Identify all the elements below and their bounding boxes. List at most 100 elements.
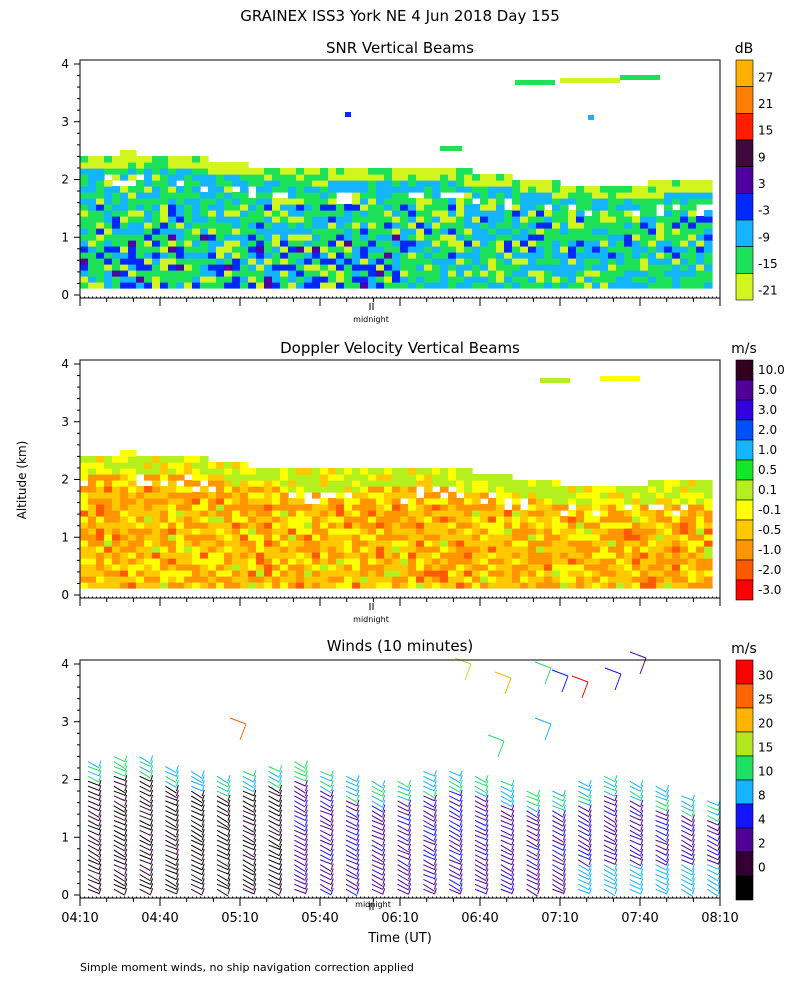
wind-barb-flag xyxy=(175,878,179,885)
wind-barb xyxy=(113,878,126,887)
data-cell xyxy=(672,564,681,571)
wind-barb-flag xyxy=(485,878,489,885)
data-cell xyxy=(368,210,377,217)
data-cell xyxy=(440,234,449,241)
wind-barb xyxy=(190,790,203,799)
wind-barb-flag xyxy=(124,775,128,782)
data-cell xyxy=(248,270,257,277)
data-cell xyxy=(536,564,545,571)
data-cell xyxy=(656,492,665,499)
data-cell xyxy=(128,480,137,487)
wind-barb xyxy=(371,810,384,818)
data-cell xyxy=(176,246,185,253)
wind-barb-flag xyxy=(304,794,308,802)
data-cell xyxy=(688,492,697,499)
data-cell xyxy=(648,252,657,259)
data-cell xyxy=(496,234,505,241)
data-cell xyxy=(160,180,169,187)
data-cell xyxy=(152,540,161,547)
data-cell xyxy=(520,564,529,571)
data-cell xyxy=(600,222,609,229)
data-cell xyxy=(400,264,409,271)
wind-barb xyxy=(139,775,151,782)
wind-barb xyxy=(707,805,719,811)
data-cell xyxy=(456,276,465,283)
wind-barb xyxy=(371,820,383,826)
data-cell xyxy=(704,210,713,217)
data-cell xyxy=(680,204,689,211)
colorbar-swatch xyxy=(735,139,754,167)
data-cell xyxy=(248,528,257,535)
wind-barb-flag xyxy=(175,853,179,861)
data-cell xyxy=(472,186,481,193)
wind-barb-flag xyxy=(175,888,179,895)
data-cell xyxy=(664,282,673,289)
wind-barb-flag xyxy=(433,834,437,841)
data-cell xyxy=(144,564,153,571)
data-cell xyxy=(168,462,177,469)
data-cell xyxy=(480,564,489,571)
wind-barb-flag xyxy=(588,843,592,851)
data-cell xyxy=(232,564,241,571)
wind-barb-flag xyxy=(304,838,308,846)
wind-barb-flag xyxy=(614,888,618,895)
data-cell xyxy=(224,192,233,199)
wind-barb-flag xyxy=(279,789,283,797)
y-tick-label: 3 xyxy=(61,415,69,429)
wind-barb xyxy=(190,839,203,846)
data-cell xyxy=(224,180,233,187)
data-cell xyxy=(264,198,273,205)
wind-barb xyxy=(474,824,487,832)
data-cell xyxy=(144,240,153,247)
data-cell xyxy=(184,234,193,241)
wind-barb-flag xyxy=(330,784,334,792)
wind-barb xyxy=(423,878,435,886)
wind-barb-flag xyxy=(330,829,334,836)
data-cell xyxy=(440,270,449,277)
wind-barb-flag xyxy=(150,794,154,802)
wind-barb xyxy=(603,829,616,836)
wind-barb xyxy=(423,864,435,871)
data-cell xyxy=(216,462,225,469)
data-cell xyxy=(136,546,145,553)
data-cell xyxy=(488,528,497,535)
data-cell xyxy=(224,582,233,589)
data-cell xyxy=(240,522,249,529)
data-cell xyxy=(144,474,153,481)
data-cell xyxy=(672,186,681,193)
data-cell xyxy=(152,198,161,205)
data-cell xyxy=(312,204,321,211)
wind-barb-flag xyxy=(504,677,512,695)
data-cell xyxy=(344,552,353,559)
data-cell xyxy=(648,552,657,559)
data-cell xyxy=(528,198,537,205)
data-cell xyxy=(128,168,137,175)
data-cell xyxy=(400,252,409,259)
data-cell xyxy=(200,222,209,229)
data-cell xyxy=(480,276,489,283)
wind-barb-flag xyxy=(356,848,360,856)
wind-barb-flag xyxy=(253,770,257,777)
winds-panel-title: Winds (10 minutes) xyxy=(327,637,474,655)
data-cell xyxy=(536,480,545,487)
data-cell xyxy=(432,198,441,205)
wind-barb-flag xyxy=(227,863,231,870)
data-cell xyxy=(296,558,305,565)
colorbar-swatch xyxy=(735,539,754,561)
data-cell xyxy=(136,564,145,571)
wind-barb xyxy=(87,844,100,852)
wind-barb xyxy=(87,854,100,863)
data-cell xyxy=(600,246,609,253)
data-cell xyxy=(680,558,689,565)
wind-barb-flag xyxy=(691,888,695,895)
wind-barb-flag xyxy=(175,794,179,802)
data-cell xyxy=(112,174,121,181)
data-cell xyxy=(232,582,241,589)
data-cell xyxy=(384,540,393,547)
data-cell xyxy=(704,492,713,499)
data-cell xyxy=(416,264,425,271)
data-cell xyxy=(664,486,673,493)
data-cell xyxy=(168,516,177,523)
data-cell xyxy=(560,558,569,565)
